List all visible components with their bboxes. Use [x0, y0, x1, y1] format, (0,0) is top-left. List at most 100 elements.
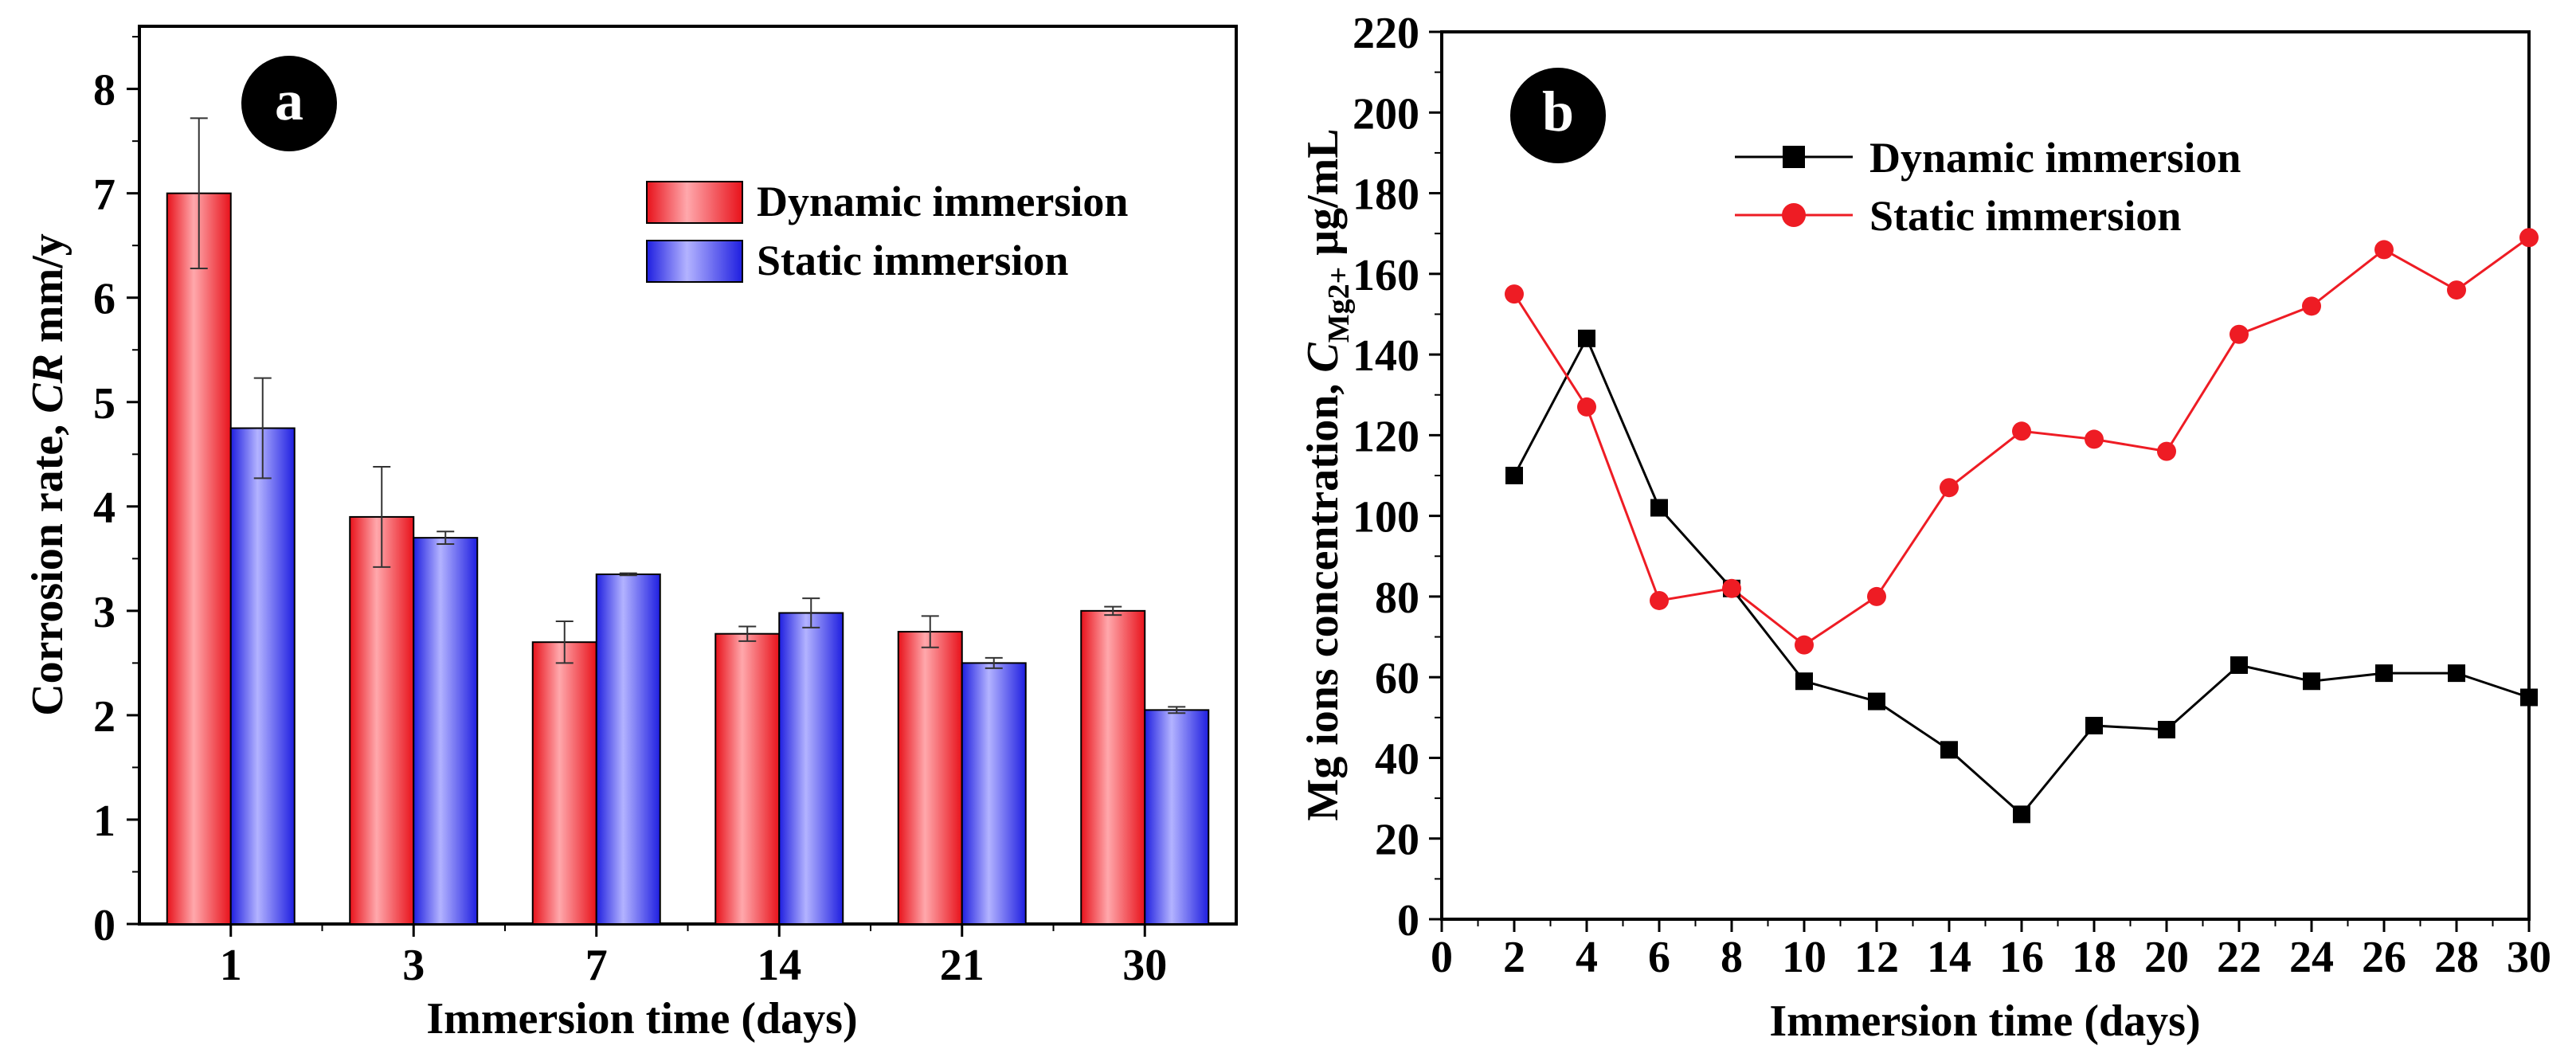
data-point-static — [2374, 240, 2394, 260]
x-tick-label: 26 — [2362, 933, 2406, 982]
legend: Dynamic immersion Static immersion — [1735, 134, 2241, 240]
data-point-dynamic — [2085, 716, 2103, 734]
x-tick-label: 8 — [1721, 933, 1743, 982]
bar-dynamic — [714, 632, 781, 925]
y-tick-label: 0 — [1397, 896, 1419, 946]
y-tick-label: 60 — [1375, 654, 1419, 703]
legend-label-dynamic: Dynamic immersion — [757, 178, 1128, 225]
y-tick-label: 160 — [1353, 251, 1419, 300]
x-tick-label: 14 — [1927, 933, 1971, 982]
error-bar — [1168, 706, 1186, 715]
bar-static — [229, 427, 296, 925]
error-bar — [802, 597, 820, 628]
y-tick-label: 7 — [93, 170, 115, 220]
bar-static — [778, 612, 844, 925]
legend-marker-static — [1782, 203, 1806, 227]
y-axis-label: Mg ions concentration, CMg2+ μg/mL — [1298, 128, 1356, 820]
y-tick-label: 200 — [1353, 89, 1419, 139]
error-bar — [985, 656, 1003, 669]
y-tick-label: 40 — [1375, 734, 1419, 784]
series-line-dynamic — [1513, 335, 2530, 816]
data-point-static — [2519, 228, 2539, 248]
y-tick-label: 220 — [1353, 9, 1419, 58]
x-tick-label: 22 — [2217, 933, 2261, 982]
error-bar — [619, 572, 637, 577]
error-bar — [1104, 605, 1122, 617]
bar-static — [1144, 709, 1210, 926]
data-point-dynamic — [2448, 664, 2465, 683]
x-tick-label: 21 — [940, 941, 985, 990]
x-tick-label: 7 — [585, 941, 608, 990]
data-point-dynamic — [1868, 692, 1885, 711]
data-point-dynamic — [1505, 467, 1523, 484]
legend: Dynamic immersion Static immersion — [646, 178, 1128, 284]
y-tick-label: 180 — [1353, 170, 1419, 220]
y-tick-label: 120 — [1353, 412, 1419, 461]
x-tick-label: 24 — [2289, 933, 2334, 982]
data-point-dynamic — [2158, 721, 2175, 739]
x-tick-label: 10 — [1782, 933, 1826, 982]
data-point-static — [1505, 284, 1524, 304]
error-bar — [738, 625, 757, 642]
error-bar — [555, 620, 574, 664]
x-tick-label: 4 — [1576, 933, 1598, 982]
x-tick-label: 28 — [2434, 933, 2479, 982]
data-point-dynamic — [2375, 664, 2393, 683]
x-tick-label: 3 — [402, 941, 425, 990]
x-tick-label: 30 — [2507, 933, 2551, 982]
y-tick-label: 100 — [1353, 493, 1419, 542]
series-line-static — [1513, 237, 2530, 647]
panel-label: a — [275, 69, 303, 132]
x-tick-label: 0 — [1431, 933, 1453, 982]
data-point-dynamic — [1795, 672, 1813, 691]
x-axis-label: Immersion time (days) — [1769, 996, 2200, 1046]
data-point-static — [1722, 578, 1741, 598]
chart-a: 0 1 2 3 4 5 6 7 8 1 3 7 14 21 30 a Dynamic immersion … — [23, 25, 1238, 1043]
panel-label: b — [1542, 80, 1574, 143]
y-tick-label: 140 — [1353, 331, 1419, 381]
error-bar — [190, 117, 208, 270]
y-tick-label: 2 — [93, 692, 115, 742]
bar-static — [595, 573, 661, 926]
data-point-dynamic — [1650, 499, 1668, 517]
y-tick-label: 0 — [93, 901, 115, 950]
x-tick-label: 12 — [1854, 933, 1899, 982]
legend-label-static: Static immersion — [757, 237, 1068, 284]
x-axis-label: Immersion time (days) — [426, 994, 857, 1043]
data-point-dynamic — [1940, 741, 1958, 759]
data-point-static — [2447, 280, 2466, 300]
x-tick-label: 18 — [2072, 933, 2116, 982]
error-bar — [373, 466, 391, 568]
panel-label-badge: b — [1510, 68, 1606, 163]
y-tick-label: 80 — [1375, 574, 1419, 623]
data-point-static — [2302, 296, 2321, 316]
data-point-static — [2157, 441, 2176, 461]
y-tick-label: 3 — [93, 588, 115, 637]
data-point-dynamic — [1578, 329, 1595, 347]
data-point-static — [1795, 635, 1814, 655]
y-tick-label: 5 — [93, 379, 115, 429]
bar-dynamic — [897, 631, 963, 925]
data-point-static — [1577, 397, 1596, 417]
bar-dynamic — [166, 192, 232, 925]
data-point-static — [1867, 586, 1886, 606]
x-tick-label: 30 — [1122, 941, 1167, 990]
y-tick-label: 4 — [93, 484, 115, 533]
data-point-dynamic — [2303, 672, 2320, 691]
data-point-static — [1940, 478, 1959, 498]
y-tick-label: 1 — [93, 797, 115, 846]
y-axis-label: Corrosion rate, CR mm/y — [23, 233, 72, 716]
legend-label-static: Static immersion — [1869, 192, 2181, 240]
bar-dynamic — [349, 515, 415, 925]
legend-marker-dynamic — [1783, 146, 1805, 168]
x-tick-label: 6 — [1648, 933, 1670, 982]
x-tick-label: 14 — [757, 941, 801, 990]
data-point-dynamic — [2013, 805, 2030, 824]
x-tick-label: 1 — [220, 941, 242, 990]
legend-label-dynamic: Dynamic immersion — [1869, 134, 2241, 182]
y-tick-label: 8 — [93, 66, 115, 115]
legend-swatch-static — [646, 240, 743, 283]
data-point-static — [2230, 324, 2249, 344]
error-bar — [253, 377, 272, 480]
